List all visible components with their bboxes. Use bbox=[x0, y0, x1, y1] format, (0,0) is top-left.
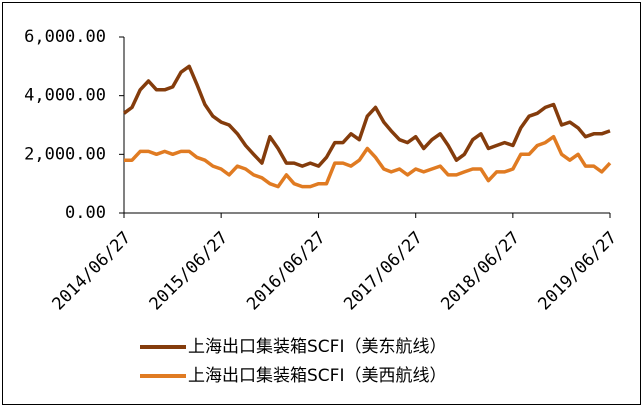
legend-label: 上海出口集装箱SCFI（美东航线） bbox=[188, 337, 446, 357]
y-tick-label: 6,000.00 bbox=[24, 27, 106, 47]
x-tick-label: 2017/06/27 bbox=[340, 228, 427, 315]
x-tick-label: 2015/06/27 bbox=[146, 228, 233, 315]
x-tick-label: 2019/06/27 bbox=[535, 228, 622, 315]
series-line bbox=[122, 64, 611, 168]
legend-label: 上海出口集装箱SCFI（美西航线） bbox=[188, 366, 446, 386]
y-tick-label: 4,000.00 bbox=[24, 86, 106, 106]
x-tick-label: 2016/06/27 bbox=[243, 228, 330, 315]
y-tick-label: 2,000.00 bbox=[24, 144, 106, 164]
y-tick-label: 0.00 bbox=[65, 203, 106, 223]
x-tick-label: 2014/06/27 bbox=[49, 228, 136, 315]
series-line bbox=[124, 134, 612, 189]
x-tick-label: 2018/06/27 bbox=[437, 228, 524, 315]
